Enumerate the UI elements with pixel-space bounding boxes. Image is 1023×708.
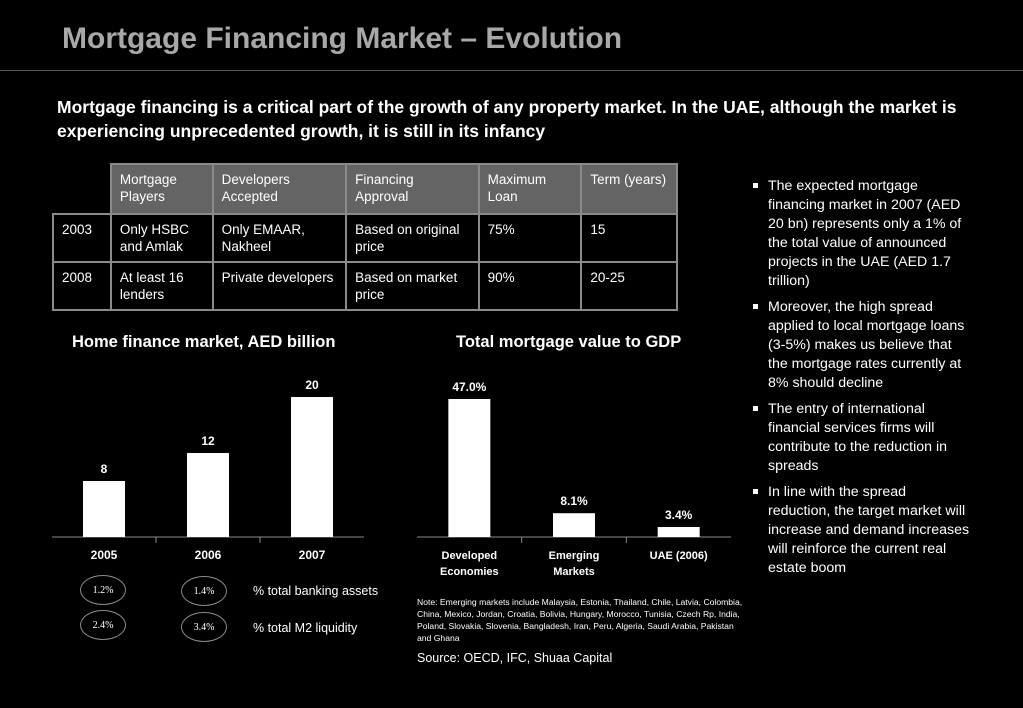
table-cell: Based on original price (345, 213, 480, 263)
mortgage-evolution-table: Mortgage Players Developers Accepted Fin… (52, 163, 678, 311)
m2-liquidity-label: % total M2 liquidity (253, 621, 358, 635)
table-cell: 15 (580, 213, 678, 263)
bullet-text: The expected mortgage financing market i… (768, 178, 962, 289)
table-cell: 90% (477, 261, 583, 311)
x-tick-label: Emerging (549, 550, 600, 562)
emerging-markets-note: Note: Emerging markets include Malaysia,… (417, 597, 743, 643)
bar (448, 399, 491, 537)
header-mortgage-players: Mortgage Players (109, 163, 214, 215)
x-tick-label: 2007 (299, 548, 326, 562)
banking-assets-2005-badge: 1.2% (80, 575, 126, 605)
m2-liquidity-2005-badge: 2.4% (80, 610, 126, 640)
bullet-text: The entry of international financial ser… (768, 401, 948, 474)
table-row: 2008 At least 16 lenders Private develop… (52, 261, 678, 311)
bullet-point: The entry of international financial ser… (750, 400, 972, 476)
table-cell: At least 16 lenders (109, 261, 214, 311)
table-cell: Only HSBC and Amlak (109, 213, 214, 263)
header-maximum-loan: Maximum Loan (477, 163, 583, 215)
table-cell: Based on market price (345, 261, 480, 311)
bar (291, 397, 333, 537)
source-citation: Source: OECD, IFC, Shuaa Capital (417, 651, 613, 665)
data-label: 8 (101, 462, 108, 476)
x-tick-label: Markets (553, 566, 595, 578)
key-points-list: The expected mortgage financing market i… (750, 177, 972, 585)
bar (83, 481, 125, 537)
header-term-years: Term (years) (580, 163, 678, 215)
table-cell: Private developers (211, 261, 348, 311)
x-tick-label: 2006 (195, 548, 222, 562)
bullet-square-icon (753, 489, 758, 494)
table-header-row: Mortgage Players Developers Accepted Fin… (52, 163, 678, 215)
home-finance-chart-title: Home finance market, AED billion (72, 333, 336, 351)
data-label: 20 (305, 378, 319, 392)
bullet-text: Moreover, the high spread applied to loc… (768, 299, 965, 391)
banking-assets-label: % total banking assets (253, 584, 379, 598)
table-cell: Only EMAAR, Nakheel (211, 213, 348, 263)
table-row: 2003 Only HSBC and Amlak Only EMAAR, Nak… (52, 213, 678, 263)
page-title: Mortgage Financing Market – Evolution (62, 22, 623, 55)
home-finance-bar-chart: 8 2005 12 2006 20 2007 (52, 378, 364, 562)
mortgage-gdp-chart-title: Total mortgage value to GDP (456, 333, 682, 351)
header-developers-accepted: Developers Accepted (211, 163, 348, 215)
mortgage-gdp-bar-chart: 47.0% Developed Economies 8.1% Emerging Marke… (417, 380, 731, 578)
x-tick-label: 2005 (91, 548, 118, 562)
x-tick-label: UAE (2006) (650, 550, 708, 562)
bar (657, 527, 700, 537)
x-tick-label: Developed (442, 550, 498, 562)
data-label: 12 (201, 434, 215, 448)
banking-assets-2006-badge: 1.4% (181, 576, 227, 606)
table-corner-cell (52, 163, 112, 215)
m2-liquidity-2006-badge: 3.4% (181, 612, 227, 642)
bar (187, 453, 229, 537)
x-tick-label: Economies (440, 566, 499, 578)
data-label: 47.0% (452, 380, 486, 394)
row-year: 2008 (52, 261, 112, 311)
bullet-text: In line with the spread reduction, the t… (768, 484, 970, 576)
data-label: 3.4% (665, 508, 693, 522)
bullet-point: Moreover, the high spread applied to loc… (750, 298, 972, 393)
bullet-square-icon (753, 406, 758, 411)
header-financing-approval: Financing Approval (345, 163, 480, 215)
bullet-square-icon (753, 183, 758, 188)
bullet-square-icon (753, 304, 758, 309)
table-cell: 75% (477, 213, 583, 263)
subtitle: Mortgage financing is a critical part of… (57, 97, 957, 141)
bar (553, 513, 595, 537)
bullet-point: The expected mortgage financing market i… (750, 177, 972, 291)
title-divider (0, 70, 1023, 71)
data-label: 8.1% (560, 494, 588, 508)
row-year: 2003 (52, 213, 112, 263)
bullet-point: In line with the spread reduction, the t… (750, 483, 972, 578)
table-cell: 20-25 (580, 261, 678, 311)
